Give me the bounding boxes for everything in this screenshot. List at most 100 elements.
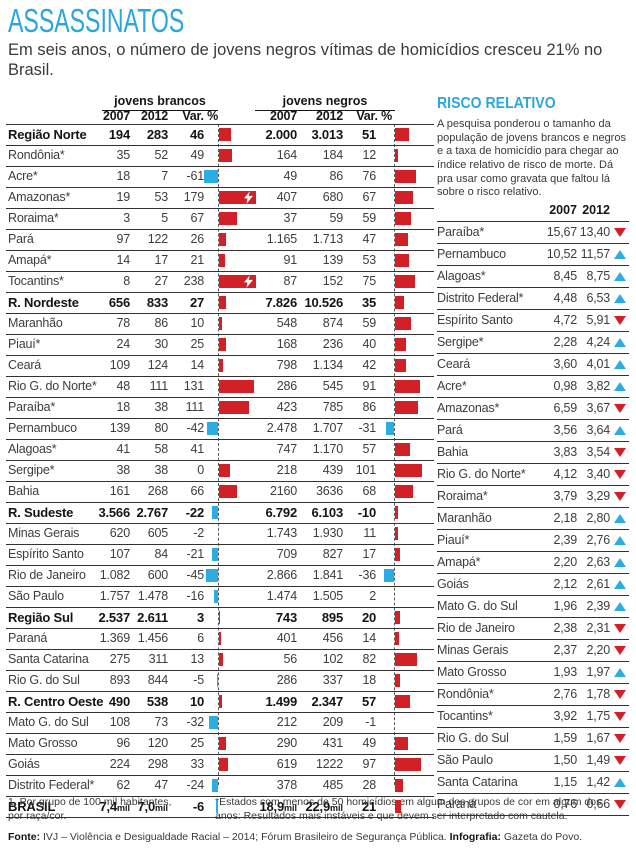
state-name: Tocantins*	[437, 709, 493, 723]
relative-risk-title: RISCO RELATIVO	[437, 95, 556, 112]
table-row: R. Nordeste 656 833 27 7.826 10.526 35	[6, 292, 434, 313]
col-header-brancos-2007: 2007	[102, 109, 130, 123]
brancos-2007: 3	[123, 211, 130, 225]
risk-2007: 2,38	[553, 621, 577, 635]
brancos-2012: 538	[146, 694, 168, 709]
variation-bar-positive	[219, 254, 225, 267]
variation-bar-positive	[395, 779, 403, 792]
negros-2012: 10.526	[304, 295, 343, 310]
risk-row: Pernambuco 10,52 11,57	[437, 243, 629, 265]
variation-bar-positive	[395, 485, 413, 498]
brancos-var: 66	[190, 484, 204, 498]
mil-suffix: mil	[116, 803, 130, 813]
state-name: Paraná	[437, 797, 477, 811]
negros-2012: 102	[322, 652, 343, 666]
negros-var: 18	[362, 673, 376, 687]
homicides-by-state-table: jovens brancos jovens negros 2007 2012 V…	[6, 90, 434, 818]
state-name: Região Norte	[8, 127, 87, 142]
table-row: R. Centro Oeste 490 538 10 1.499 2.347 57	[6, 691, 434, 712]
risk-2012: 4,24	[586, 335, 610, 349]
negros-2012: 86	[329, 169, 343, 183]
mil-suffix: mil	[283, 803, 297, 813]
brancos-2007: 48	[116, 379, 130, 393]
risk-2012: 11,57	[580, 247, 611, 261]
table-row: Região Sul 2.537 2.611 3 743 895 20	[6, 607, 434, 628]
negros-2007: 290	[276, 736, 297, 750]
variation-bar-negative	[386, 422, 394, 435]
variation-bar-positive	[395, 380, 420, 393]
state-name: Pará	[8, 232, 34, 246]
state-name: Mato G. do Sul	[437, 599, 518, 613]
negros-2007: 1.165	[266, 232, 297, 246]
risk-row: Rondônia* 2,76 1,78	[437, 683, 629, 705]
brancos-var: -61	[186, 169, 205, 183]
risk-row: Rio G. do Norte* 4,12 3,40	[437, 463, 629, 485]
risk-row: Santa Catarina 1,15 1,42	[437, 771, 629, 793]
negros-2007: 2.866	[266, 568, 297, 582]
negros-bar-baseline	[394, 124, 395, 785]
negros-var: -36	[358, 568, 377, 582]
brancos-2012: 30	[154, 337, 168, 351]
table-row: Santa Catarina 275 311 13 56 102 82	[6, 649, 434, 670]
brancos-2007: 224	[109, 757, 130, 771]
table-row: Goiás 224 298 33 619 1222 97	[6, 754, 434, 775]
state-name: Amapá*	[8, 253, 52, 267]
variation-bar-positive	[219, 758, 228, 771]
variation-bar-positive	[219, 611, 220, 624]
trend-up-icon	[614, 426, 626, 435]
risk-2007: 2,12	[553, 577, 577, 591]
negros-var: -10	[357, 505, 376, 520]
negros-2012: 827	[322, 547, 343, 561]
relative-risk-panel: RISCO RELATIVO A pesquisa ponderou o tam…	[437, 95, 629, 816]
negros-var: 53	[362, 253, 376, 267]
state-name: Roraima*	[8, 211, 59, 225]
negros-2012: 1.707	[312, 421, 343, 435]
negros-2007: 286	[276, 379, 297, 393]
trend-down-icon	[614, 470, 626, 479]
negros-var: 35	[361, 295, 376, 310]
brancos-2012: 283	[146, 127, 168, 142]
brancos-2007: 97	[116, 232, 130, 246]
table-row: Bahia 161 268 66 2160 3636 68	[6, 481, 434, 502]
brancos-2007: 275	[109, 652, 130, 666]
table-row: Ceará 109 124 14 798 1.134 42	[6, 355, 434, 376]
table-row: Amapá* 14 17 21 91 139 53	[6, 250, 434, 271]
variation-bar-negative	[212, 548, 218, 561]
variation-bar-negative	[206, 569, 218, 582]
trend-up-icon	[614, 272, 626, 281]
brancos-var: 67	[190, 211, 204, 225]
table-row: Distrito Federal* 62 47 -24 378 485 28	[6, 775, 434, 796]
risk-row: Distrito Federal* 4,48 6,53	[437, 287, 629, 309]
state-name: Minas Gerais	[8, 526, 80, 540]
negros-2007: 548	[276, 316, 297, 330]
state-name: Acre*	[437, 379, 467, 393]
state-name: Distrito Federal*	[437, 291, 524, 305]
state-name: Bahia	[8, 484, 39, 498]
risk-2007: 2,28	[553, 335, 577, 349]
brancos-2012: 605	[147, 526, 168, 540]
risk-row: Rio de Janeiro 2,38 2,31	[437, 617, 629, 639]
negros-2012: 139	[322, 253, 343, 267]
state-name: Região Sul	[8, 610, 74, 625]
group-header-jovens-negros: jovens negros	[255, 94, 395, 111]
negros-2012: 3636	[315, 484, 343, 498]
variation-bar-positive	[395, 695, 410, 708]
risk-row: Tocantins* 3,92 1,75	[437, 705, 629, 727]
risk-2012: 1,97	[586, 665, 610, 679]
brancos-var: 27	[189, 295, 204, 310]
brancos-2012: 2.767	[136, 505, 168, 520]
risk-2007: 3,60	[553, 357, 577, 371]
trend-down-icon	[614, 690, 626, 699]
brancos-var: 179	[183, 190, 204, 204]
negros-2012: 209	[322, 715, 343, 729]
variation-bar-positive	[395, 611, 400, 624]
brancos-2012: 53	[154, 190, 168, 204]
table-row: Mato G. do Sul 108 73 -32 212 209 -1	[6, 712, 434, 733]
negros-var: 28	[362, 778, 376, 792]
negros-2012: 895	[321, 610, 343, 625]
trend-up-icon	[614, 250, 626, 259]
table-row: Rio G. do Norte* 48 111 131 286 545 91	[6, 376, 434, 397]
brancos-2012: 86	[154, 316, 168, 330]
brancos-2012: 5	[161, 211, 168, 225]
negros-2007: 1.474	[266, 589, 297, 603]
